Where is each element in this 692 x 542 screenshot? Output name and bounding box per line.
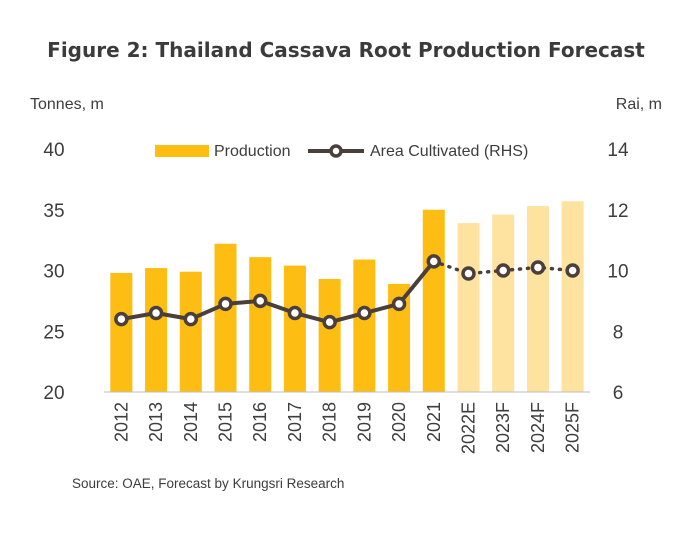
x-tick-label: 2015: [216, 402, 236, 442]
bar: [249, 257, 272, 392]
y2-tick-label: 12: [607, 201, 628, 222]
y-tick-label: 25: [43, 322, 64, 343]
y2-tick-label: 6: [613, 383, 624, 404]
area-point: [218, 296, 233, 312]
x-tick-label: 2013: [146, 402, 166, 442]
area-point: [183, 311, 199, 327]
area-point: [530, 260, 546, 275]
x-tick-label: 2018: [320, 402, 340, 442]
area-point: [461, 266, 476, 281]
x-tick-label: 2025F: [563, 402, 583, 453]
y-tick-label: 40: [43, 140, 64, 161]
bar: [422, 209, 445, 392]
area-point: [287, 305, 303, 321]
chart-title: Figure 2: Thailand Cassava Root Producti…: [47, 38, 645, 62]
x-tick-label: 2020: [389, 402, 409, 442]
x-tick-label: 2012: [111, 402, 131, 442]
legend-swatch-area-marker: [329, 144, 343, 158]
y2-tick-label: 14: [607, 140, 629, 161]
area-point: [322, 314, 337, 330]
bar: [110, 272, 133, 392]
bar: [283, 265, 306, 392]
y2-tick-label: 8: [613, 322, 624, 343]
area-point: [252, 293, 268, 309]
bar: [353, 259, 376, 392]
x-tick-label: 2024F: [528, 402, 548, 453]
bar: [388, 283, 411, 392]
x-tick-label: 2017: [285, 402, 305, 442]
legend-swatch-production: [155, 145, 209, 157]
y-tick-label: 35: [43, 201, 64, 222]
left-axis-unit: Tonnes, m: [30, 96, 104, 113]
area-point: [391, 296, 407, 312]
bar-forecast: [457, 223, 480, 392]
bar-forecast: [492, 214, 515, 392]
x-tick-label: 2022E: [459, 402, 479, 454]
area-point: [565, 263, 580, 278]
area-point: [357, 305, 372, 321]
area-point: [495, 263, 511, 278]
bar: [145, 268, 168, 392]
area-point: [114, 311, 129, 327]
y-tick-label: 30: [43, 262, 64, 283]
legend-label-area: Area Cultivated (RHS): [370, 143, 528, 160]
x-tick-label: 2023F: [493, 402, 513, 453]
bar: [214, 243, 237, 392]
x-tick-label: 2021: [424, 402, 444, 442]
area-point: [426, 254, 442, 269]
bar: [179, 271, 202, 392]
area-line-actual: [121, 260, 436, 325]
y2-tick-label: 10: [607, 262, 628, 283]
x-tick-label: 2019: [354, 402, 374, 442]
area-point: [148, 305, 164, 321]
bar: [318, 279, 341, 392]
legend-label-production: Production: [214, 143, 291, 160]
source-note: Source: OAE, Forecast by Krungsri Resear…: [72, 476, 345, 491]
x-tick-label: 2016: [250, 402, 270, 442]
bar-forecast: [526, 206, 549, 392]
x-tick-label: 2014: [181, 402, 201, 442]
y-tick-label: 20: [43, 383, 64, 404]
right-axis-unit: Rai, m: [615, 96, 662, 113]
bar-forecast: [561, 201, 584, 392]
